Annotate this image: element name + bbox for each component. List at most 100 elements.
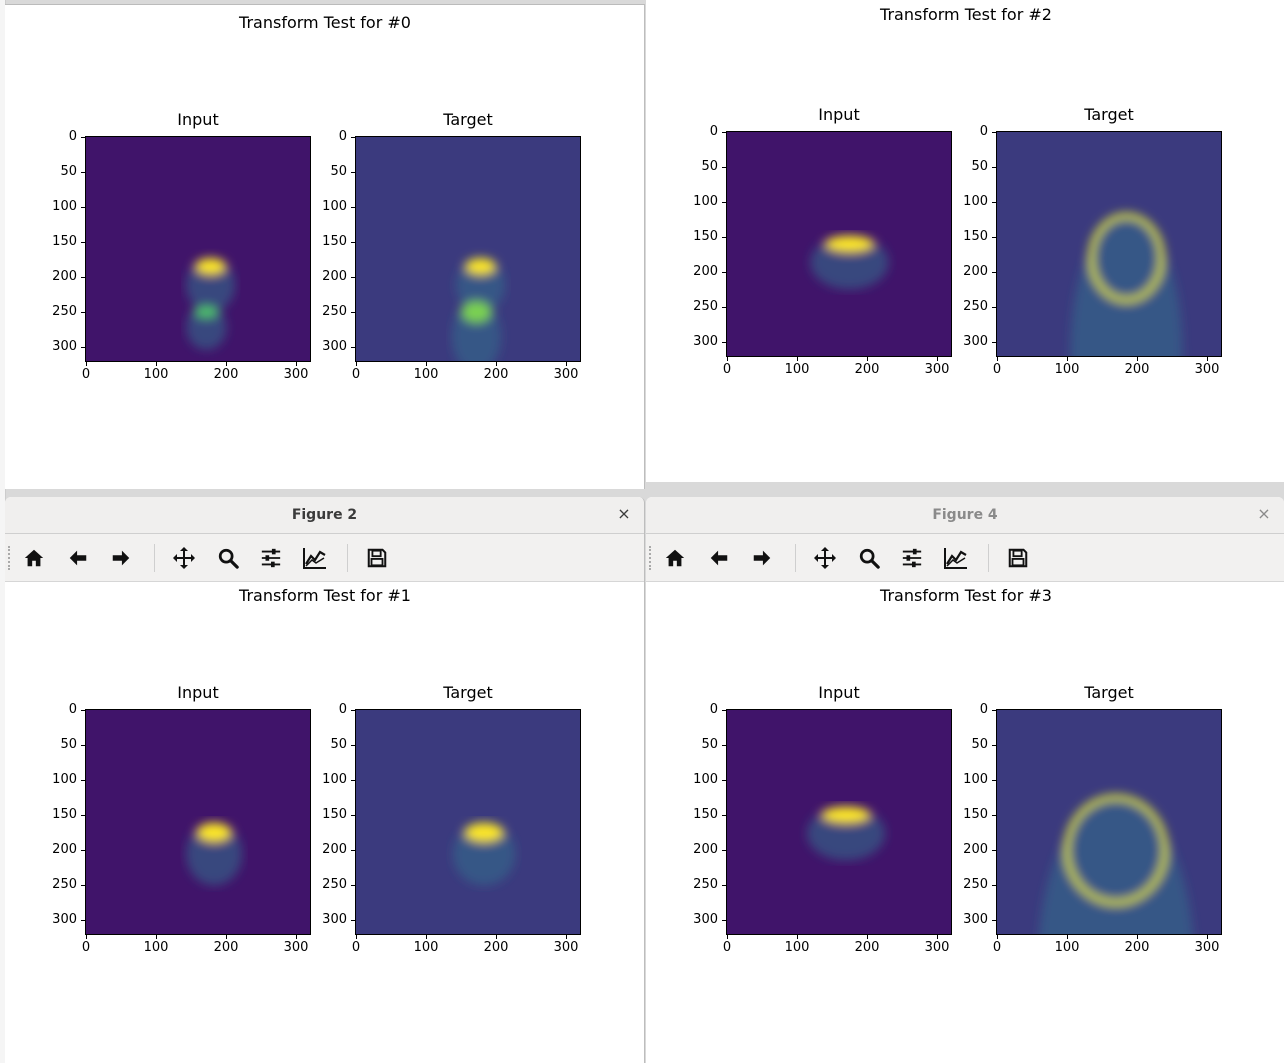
configure-subplots-icon[interactable] (897, 543, 927, 573)
home-icon[interactable] (19, 543, 49, 573)
close-icon[interactable]: × (1257, 504, 1271, 523)
x-tick-label: 100 (784, 940, 810, 955)
y-tick-label: 150 (693, 229, 718, 244)
pan-move-icon[interactable] (810, 543, 840, 573)
y-tick-mark (81, 745, 85, 746)
window-titlebar[interactable]: Figure 2 × (5, 497, 644, 534)
y-tick-label: 200 (52, 842, 77, 857)
y-tick-label: 50 (701, 737, 718, 752)
heatmap-body (1070, 216, 1183, 356)
x-tick-label: 0 (722, 362, 732, 377)
heatmap-features (810, 235, 889, 290)
y-tick-label: 0 (68, 129, 77, 144)
x-tick-mark (426, 362, 427, 366)
y-tick-mark (722, 780, 726, 781)
zoom-magnifier-icon[interactable] (854, 543, 884, 573)
y-tick-label: 150 (322, 807, 347, 822)
x-tick-mark (937, 357, 938, 361)
back-arrow-icon[interactable] (63, 543, 93, 573)
x-tick-label: 0 (722, 940, 732, 955)
save-floppy-icon[interactable] (1003, 543, 1033, 573)
x-tick-mark (1067, 357, 1068, 361)
x-tick-mark (156, 362, 157, 366)
y-tick-label: 0 (68, 702, 77, 717)
y-tick-label: 150 (322, 234, 347, 249)
heatmap-image (997, 132, 1221, 356)
x-tick-mark (1067, 935, 1068, 939)
forward-arrow-icon[interactable] (747, 543, 777, 573)
home-icon[interactable] (660, 543, 690, 573)
y-tick-mark (351, 885, 355, 886)
heatmap-blob (196, 822, 232, 843)
x-tick-mark (867, 357, 868, 361)
y-tick-mark (81, 207, 85, 208)
y-tick-label: 100 (322, 199, 347, 214)
target-image-axes[interactable] (996, 131, 1222, 357)
x-tick-label: 300 (1194, 362, 1220, 377)
x-tick-label: 0 (351, 367, 361, 382)
toolbar-grip[interactable] (8, 546, 12, 570)
y-tick-mark (351, 172, 355, 173)
y-tick-label: 50 (60, 164, 77, 179)
input-image-axes[interactable] (85, 709, 311, 935)
x-tick-label: 0 (81, 940, 91, 955)
x-tick-mark (727, 935, 728, 939)
heatmap-background (356, 710, 580, 934)
target-image-axes[interactable] (355, 709, 581, 935)
back-arrow-icon[interactable] (704, 543, 734, 573)
y-tick-label: 250 (963, 877, 988, 892)
y-tick-label: 300 (322, 912, 347, 927)
x-tick-label: 300 (553, 940, 579, 955)
target-image-axes[interactable] (996, 709, 1222, 935)
y-tick-mark (81, 885, 85, 886)
x-tick-label: 200 (1124, 940, 1150, 955)
y-tick-mark (351, 207, 355, 208)
y-tick-mark (992, 132, 996, 133)
window-title: Figure 2 (291, 507, 358, 523)
y-tick-label: 100 (963, 194, 988, 209)
x-tick-label: 0 (992, 362, 1002, 377)
x-tick-mark (86, 362, 87, 366)
x-tick-mark (496, 362, 497, 366)
edit-axis-icon[interactable] (941, 543, 971, 573)
configure-subplots-icon[interactable] (256, 543, 286, 573)
x-tick-mark (566, 362, 567, 366)
target-subplot-title: Target (443, 683, 493, 702)
x-tick-mark (356, 935, 357, 939)
close-icon[interactable]: × (617, 504, 631, 523)
navigation-toolbar (5, 534, 644, 582)
heatmap-blob (821, 806, 871, 824)
target-image-axes[interactable] (355, 136, 581, 362)
y-tick-mark (81, 780, 85, 781)
y-tick-label: 300 (693, 334, 718, 349)
y-tick-label: 150 (963, 807, 988, 822)
figure-title: Transform Test for #3 (880, 586, 1052, 605)
y-tick-label: 50 (330, 164, 347, 179)
input-image-axes[interactable] (726, 131, 952, 357)
y-tick-mark (992, 710, 996, 711)
toolbar-grip[interactable] (649, 546, 653, 570)
pan-move-icon[interactable] (169, 543, 199, 573)
heatmap-features (452, 822, 516, 886)
y-tick-label: 50 (330, 737, 347, 752)
y-tick-label: 100 (693, 194, 718, 209)
y-tick-label: 250 (963, 299, 988, 314)
y-tick-mark (351, 920, 355, 921)
y-tick-mark (81, 172, 85, 173)
edit-axis-icon[interactable] (300, 543, 330, 573)
input-image-axes[interactable] (85, 136, 311, 362)
window-titlebar[interactable]: Figure 4 × (646, 497, 1284, 534)
x-tick-mark (496, 935, 497, 939)
y-tick-label: 300 (963, 334, 988, 349)
zoom-magnifier-icon[interactable] (213, 543, 243, 573)
input-image-axes[interactable] (726, 709, 952, 935)
save-floppy-icon[interactable] (362, 543, 392, 573)
x-tick-mark (426, 935, 427, 939)
y-tick-label: 0 (338, 129, 347, 144)
y-tick-label: 200 (963, 264, 988, 279)
y-tick-mark (351, 815, 355, 816)
y-tick-mark (351, 780, 355, 781)
forward-arrow-icon[interactable] (106, 543, 136, 573)
x-tick-mark (727, 357, 728, 361)
y-tick-mark (722, 710, 726, 711)
